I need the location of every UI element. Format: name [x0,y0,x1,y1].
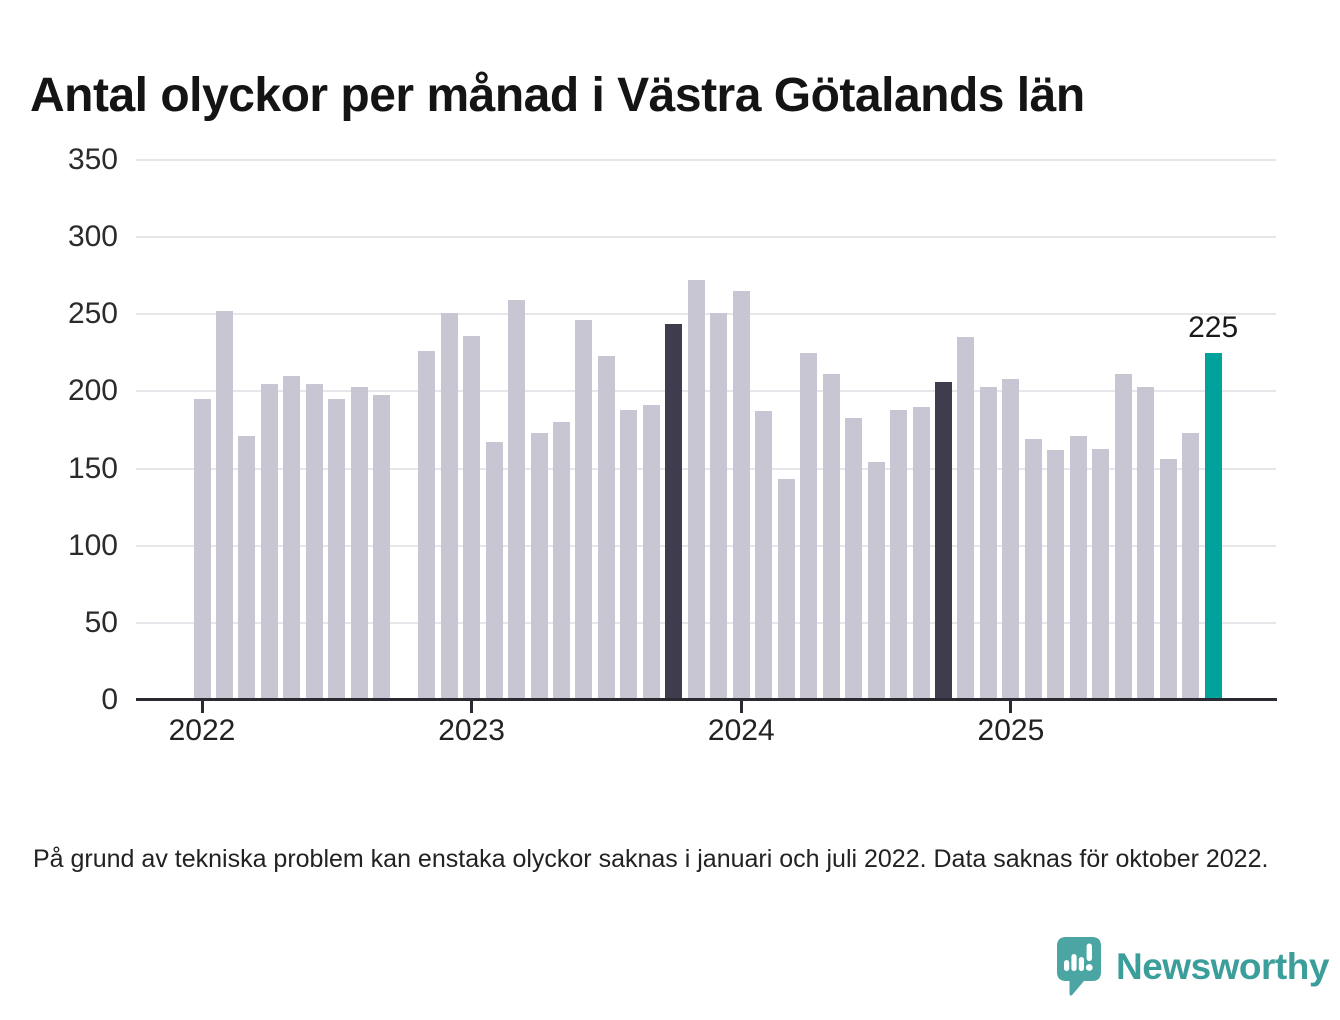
bar-2023-12 [710,312,728,699]
gridline-200 [136,390,1276,393]
bar-2024-10 [935,382,952,699]
newsworthy-logo: Newsworthy [1056,936,1329,998]
bar-2023-06 [575,320,593,699]
y-tick-label-0: 0 [101,683,118,716]
highlight-value-label: 225 [1188,310,1239,344]
footnote: På grund av tekniska problem kan enstaka… [33,845,1269,873]
bar-2022-02 [215,311,233,699]
x-axis-line [136,698,1277,701]
x-tick-label-2022: 2022 [168,714,236,747]
gridline-100 [136,544,1276,547]
bar-2022-07 [328,399,346,699]
y-tick-label-150: 150 [67,451,118,485]
y-tick-label-250: 250 [67,297,118,331]
x-tick-2023 [470,700,474,713]
bar-2022-01 [193,399,211,699]
x-tick-label-2025: 2025 [977,714,1045,747]
bar-2023-11 [687,280,705,699]
bar-2024-07 [867,462,885,699]
bar-2025-07 [1137,386,1155,699]
bar-2023-02 [485,442,503,699]
bar-2024-02 [755,411,773,699]
bar-2025-01 [1002,379,1020,699]
newsworthy-bubble-chart-icon [1057,937,1101,996]
y-tick-label-100: 100 [67,528,118,562]
bar-2025-10 [1204,352,1222,699]
bar-2023-04 [530,433,548,699]
gridline-350 [136,159,1276,161]
bar-2024-12 [979,386,997,699]
bar-2024-08 [890,409,908,699]
x-tick-label-2024: 2024 [707,714,775,747]
bar-2022-08 [350,386,368,699]
bar-2022-12 [440,312,458,699]
bar-2025-08 [1159,459,1177,699]
bar-2025-02 [1024,439,1042,699]
bar-2024-05 [822,374,840,699]
bar-2025-04 [1069,436,1087,699]
bar-2023-01 [463,335,481,699]
y-tick-label-50: 50 [84,605,118,639]
bar-2022-05 [283,376,301,699]
bar-2024-04 [800,352,818,699]
bar-2023-07 [597,355,615,699]
bar-2025-06 [1114,374,1132,699]
bar-2023-10 [665,323,683,699]
gridline-50 [136,621,1276,624]
bar-2022-03 [238,436,256,699]
bar-2023-03 [508,300,526,699]
x-tick-label-2023: 2023 [438,714,505,747]
bar-2022-09 [373,394,391,699]
y-tick-label-200: 200 [67,374,118,408]
bar-2025-05 [1092,448,1110,699]
bar-2022-04 [260,383,278,699]
newsworthy-logo-text: Newsworthy [1116,946,1329,987]
y-tick-label-350: 350 [67,143,118,176]
bar-2025-09 [1182,433,1200,699]
bar-2024-03 [777,479,795,699]
gridline-250 [136,313,1276,316]
bar-2024-01 [732,291,750,699]
y-tick-label-300: 300 [67,220,118,254]
bar-2024-09 [912,406,930,699]
bar-2023-05 [553,422,571,699]
bar-2024-06 [845,417,863,699]
bar-2023-08 [620,409,638,699]
plot-area: 0 50 100 150 200 250 300 350 2022 2023 2024 2025 225 [67,143,1277,747]
gridline-150 [136,467,1276,470]
bar-2022-06 [305,383,323,699]
bar-2022-11 [418,351,436,699]
x-tick-2022 [200,700,204,713]
bar-2023-09 [642,405,660,699]
x-tick-2024 [739,700,743,713]
gridline-300 [136,236,1276,239]
bar-2025-03 [1047,450,1065,699]
x-tick-2025 [1009,700,1013,713]
bar-2024-11 [957,337,975,699]
chart-title: Antal olyckor per månad i Västra Götalan… [30,69,1085,123]
